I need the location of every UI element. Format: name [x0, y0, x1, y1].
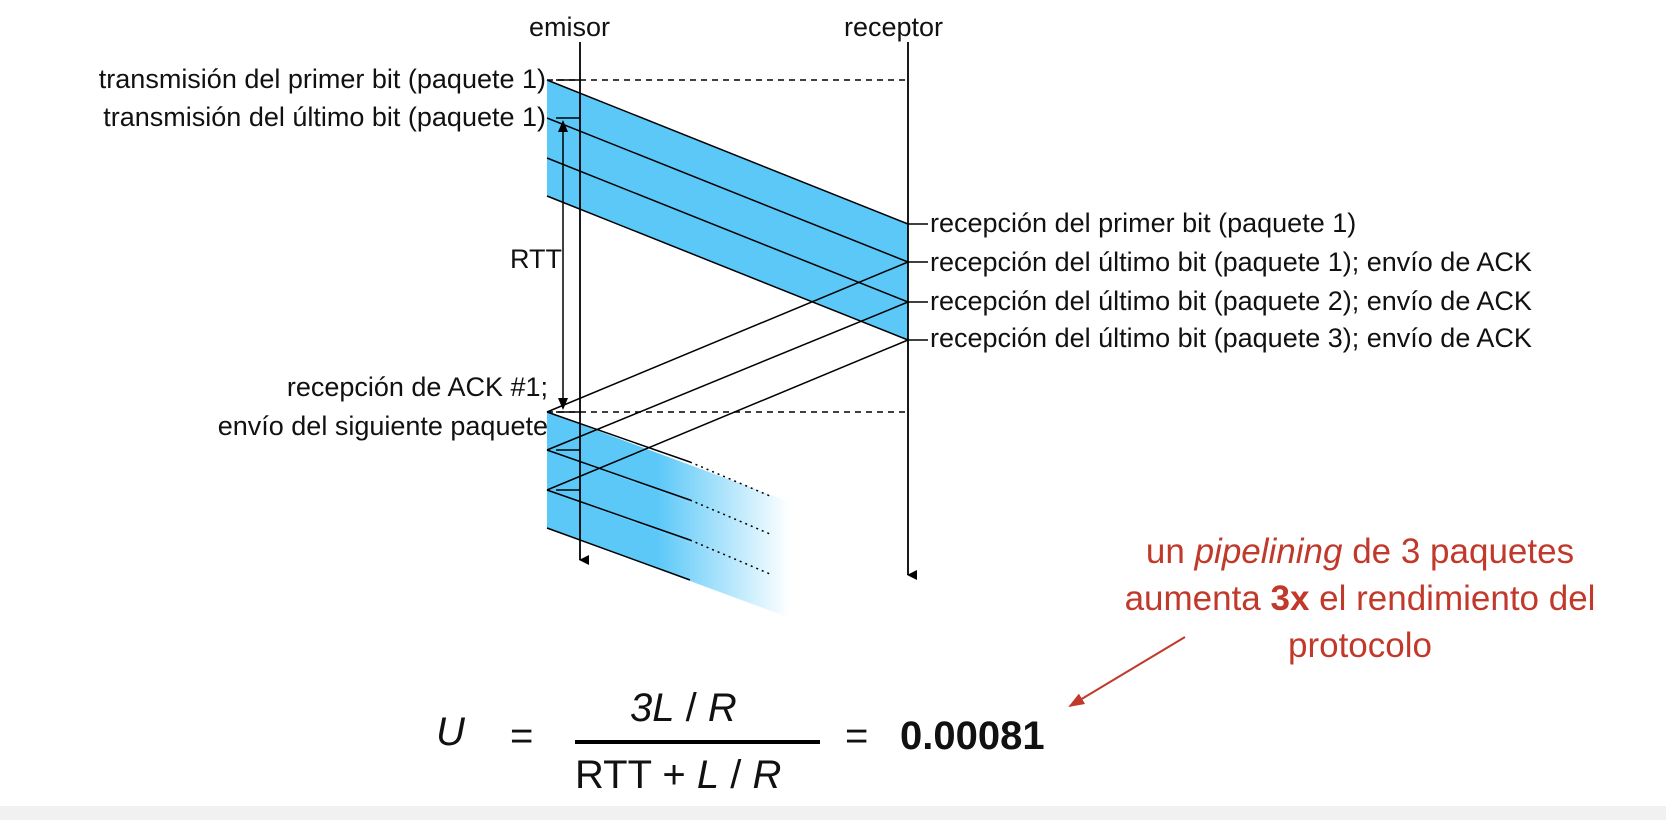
- packet-band-edge: [546, 195, 909, 341]
- fading-packet-edge: [546, 411, 691, 463]
- receiver-first-bit-label: recepción del primer bit (paquete 1): [930, 208, 1357, 238]
- next-packet-band: [547, 412, 790, 540]
- fading-packet-edge-dots: [689, 499, 771, 535]
- packet-3-band: [547, 158, 908, 340]
- sender-last-bit-label: transmisión del último bit (paquete 1): [103, 102, 546, 132]
- formula-den-l: L: [696, 753, 720, 797]
- receiver-last-bit-pkt1-label: recepción del último bit (paquete 1); en…: [930, 247, 1532, 277]
- annotation-italic-term: pipelining: [1194, 532, 1343, 571]
- annotation-bold-factor: 3x: [1270, 579, 1310, 618]
- formula-num-3l: 3L: [630, 686, 675, 730]
- annotation-text: el rendimiento del protocolo: [1288, 579, 1596, 665]
- fading-packet-edge-dots: [689, 539, 771, 575]
- annotation-text: de 3 paquetes aumenta: [1124, 532, 1575, 618]
- ack-1-line: [546, 261, 909, 413]
- receiver-last-bit-pkt3-label: recepción del último bit (paquete 3); en…: [930, 323, 1532, 353]
- rtt-label: RTT: [510, 244, 562, 274]
- ack-3-line: [546, 339, 909, 491]
- rtt-arrow-head-up: [558, 120, 568, 132]
- formula-fraction-bar: [575, 740, 820, 744]
- formula-num-r: R: [707, 686, 737, 730]
- annotation-text: un: [1145, 532, 1195, 571]
- annotation-arrow: [1068, 636, 1186, 708]
- formula-equals-2: =: [845, 714, 869, 758]
- formula-num-slash: /: [674, 686, 708, 730]
- formula-equals-1: =: [510, 714, 534, 758]
- next-packet-band: [547, 490, 790, 618]
- ack-2-line: [546, 301, 909, 451]
- formula-den-r: R: [752, 753, 782, 797]
- fading-packet-edge-dots: [689, 461, 771, 497]
- bottom-band: [0, 806, 1666, 820]
- fading-packet-edge: [546, 489, 691, 541]
- packet-band-edge: [546, 157, 909, 303]
- formula-result: 0.00081: [900, 714, 1045, 758]
- fading-packet-edge: [546, 449, 691, 501]
- packet-1-band: [547, 80, 908, 262]
- formula-denominator: RTT + L / R: [575, 755, 781, 795]
- pipelining-annotation: un pipelining de 3 paquetes aumenta 3x e…: [1080, 528, 1640, 669]
- next-packet-band: [547, 450, 790, 580]
- ack-reception-label-line1: recepción de ACK #1;: [286, 372, 548, 402]
- packet-band-edge: [546, 117, 909, 263]
- packet-2-band: [547, 118, 908, 302]
- sender-label: emisor: [529, 12, 611, 42]
- formula-lhs: U: [436, 710, 465, 754]
- fading-packet-edge: [546, 527, 691, 581]
- formula-numerator: 3L / R: [630, 688, 737, 728]
- sender-first-bit-label: transmisión del primer bit (paquete 1): [98, 64, 546, 94]
- rtt-arrow-head-down: [558, 398, 568, 410]
- ack-reception-label-line2: envío del siguiente paquete: [217, 411, 548, 441]
- receiver-label: receptor: [844, 12, 944, 42]
- packet-band-edge: [546, 79, 909, 225]
- formula-den-rtt: RTT +: [575, 753, 697, 797]
- receiver-last-bit-pkt2-label: recepción del último bit (paquete 2); en…: [930, 286, 1532, 316]
- formula-den-slash: /: [719, 753, 753, 797]
